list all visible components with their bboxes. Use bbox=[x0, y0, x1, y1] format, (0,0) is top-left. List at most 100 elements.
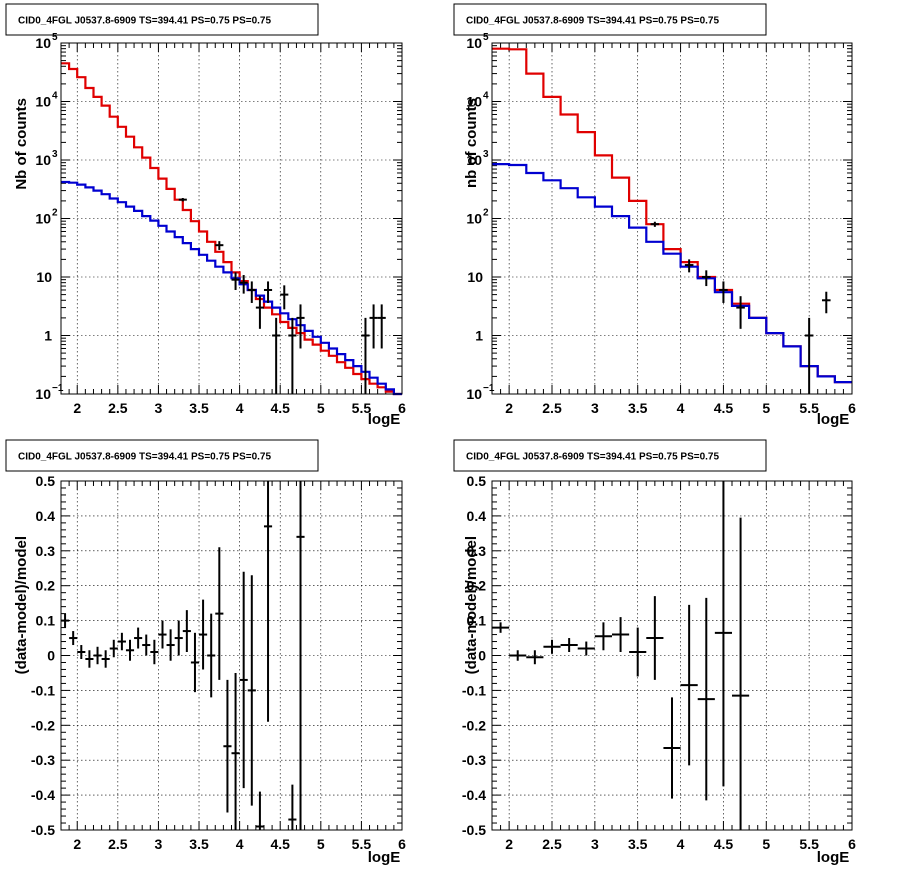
data-point bbox=[543, 639, 561, 654]
y-tick-exponent: 4 bbox=[483, 91, 489, 102]
y-tick-base: 10 bbox=[36, 269, 52, 285]
x-tick-label: 5 bbox=[317, 400, 325, 416]
y-tick-label: 0.5 bbox=[467, 473, 487, 489]
panel-residuals-right: CID0_4FGL J0537.8-6909 TS=394.41 PS=0.75… bbox=[453, 439, 856, 866]
data-point bbox=[714, 481, 732, 787]
plot-frame bbox=[491, 480, 853, 831]
y-tick-label: 10 4 bbox=[35, 91, 58, 110]
x-tick-label: 6 bbox=[848, 836, 856, 852]
data-point bbox=[612, 617, 630, 653]
x-tick-label: 2.5 bbox=[542, 400, 562, 416]
y-tick-base: 10 bbox=[466, 152, 482, 168]
x-tick-label: 5.5 bbox=[799, 836, 819, 852]
y-tick-label: -0.5 bbox=[31, 822, 55, 838]
y-tick-label: 0.2 bbox=[36, 578, 56, 594]
y-tick-label: 0.1 bbox=[36, 613, 56, 629]
data-point bbox=[560, 638, 578, 653]
y-tick-base: 10 bbox=[466, 94, 482, 110]
data-point bbox=[263, 281, 273, 303]
y-tick-label: 0.4 bbox=[467, 508, 487, 524]
y-tick-label: 0.1 bbox=[467, 613, 487, 629]
x-tick-label: 4.5 bbox=[714, 400, 734, 416]
y-tick-base: 10 bbox=[35, 35, 51, 51]
y-tick-label: 10 3 bbox=[466, 149, 489, 168]
x-tick-label: 3.5 bbox=[189, 400, 209, 416]
data-point bbox=[629, 627, 647, 677]
data-point bbox=[231, 672, 240, 830]
x-tick-label: 5.5 bbox=[352, 836, 372, 852]
data-point bbox=[680, 604, 698, 766]
data-point bbox=[93, 646, 102, 665]
y-tick-base: 10 bbox=[467, 269, 483, 285]
plot-frame bbox=[60, 42, 403, 395]
data-point bbox=[190, 632, 200, 693]
chart-title-box bbox=[5, 439, 319, 472]
y-tick-exponent: 3 bbox=[52, 149, 58, 160]
y-tick-label: -0.3 bbox=[462, 752, 486, 768]
data-point bbox=[77, 645, 86, 659]
data-point bbox=[288, 317, 297, 394]
data-point bbox=[69, 631, 78, 646]
data-point bbox=[697, 597, 715, 801]
y-tick-exponent: 5 bbox=[52, 32, 58, 43]
y-tick-base: 10 bbox=[35, 211, 51, 227]
series-model-total bbox=[61, 62, 402, 396]
data-point bbox=[231, 272, 240, 290]
data-point bbox=[134, 627, 143, 649]
data-point bbox=[174, 620, 183, 656]
x-tick-label: 4 bbox=[236, 400, 244, 416]
data-point bbox=[492, 622, 510, 633]
x-tick-label: 3.5 bbox=[628, 836, 648, 852]
x-tick-label: 2.5 bbox=[108, 400, 128, 416]
y-tick-exponent: 4 bbox=[52, 91, 58, 102]
y-tick-label: 10 −1 bbox=[35, 383, 63, 402]
y-tick-label: 0 bbox=[478, 648, 486, 664]
x-tick-label: 4 bbox=[677, 836, 685, 852]
data-point bbox=[207, 613, 216, 698]
y-tick-label: 0.5 bbox=[36, 473, 56, 489]
x-axis-title: logE bbox=[368, 411, 401, 428]
y-tick-label: 0.3 bbox=[467, 543, 487, 559]
data-point bbox=[736, 296, 745, 329]
y-tick-label: 10 4 bbox=[466, 91, 489, 110]
x-tick-label: 5 bbox=[317, 836, 325, 852]
panel-residuals-left: CID0_4FGL J0537.8-6909 TS=394.41 PS=0.75… bbox=[5, 439, 406, 866]
data-point bbox=[85, 650, 94, 668]
data-point bbox=[684, 259, 694, 273]
data-point bbox=[150, 639, 159, 665]
x-tick-label: 6 bbox=[398, 400, 406, 416]
data-point bbox=[255, 296, 264, 329]
y-tick-exponent: 2 bbox=[483, 208, 489, 219]
y-tick-label: 10 2 bbox=[466, 208, 489, 227]
y-tick-label: 10 −1 bbox=[466, 383, 494, 402]
y-tick-label: -0.2 bbox=[31, 717, 55, 733]
data-point bbox=[369, 304, 378, 349]
x-tick-label: 6 bbox=[848, 400, 856, 416]
data-point bbox=[594, 622, 612, 651]
data-point bbox=[663, 697, 681, 799]
y-tick-base: 10 bbox=[466, 386, 482, 402]
data-point bbox=[509, 650, 527, 661]
data-point bbox=[215, 547, 224, 680]
data-point bbox=[223, 679, 232, 813]
y-tick-label: 10 5 bbox=[466, 32, 489, 51]
y-tick-label: 10 5 bbox=[35, 32, 58, 51]
data-point bbox=[178, 198, 187, 202]
y-tick-label: -0.5 bbox=[462, 822, 486, 838]
y-tick-label: 10 bbox=[36, 269, 52, 285]
y-tick-base: 1 bbox=[44, 328, 52, 344]
y-tick-label: 0 bbox=[47, 648, 55, 664]
data-point bbox=[255, 791, 264, 830]
x-tick-label: 2.5 bbox=[108, 836, 128, 852]
data-point bbox=[247, 575, 256, 806]
y-tick-base: 1 bbox=[475, 328, 483, 344]
data-point bbox=[142, 634, 151, 656]
data-point bbox=[732, 517, 750, 830]
y-tick-base: 10 bbox=[35, 386, 51, 402]
x-axis-title: logE bbox=[817, 849, 850, 866]
x-tick-label: 2 bbox=[505, 836, 513, 852]
x-tick-label: 2 bbox=[505, 400, 513, 416]
chart-title: CID0_4FGL J0537.8-6909 TS=394.41 PS=0.75… bbox=[18, 452, 271, 463]
